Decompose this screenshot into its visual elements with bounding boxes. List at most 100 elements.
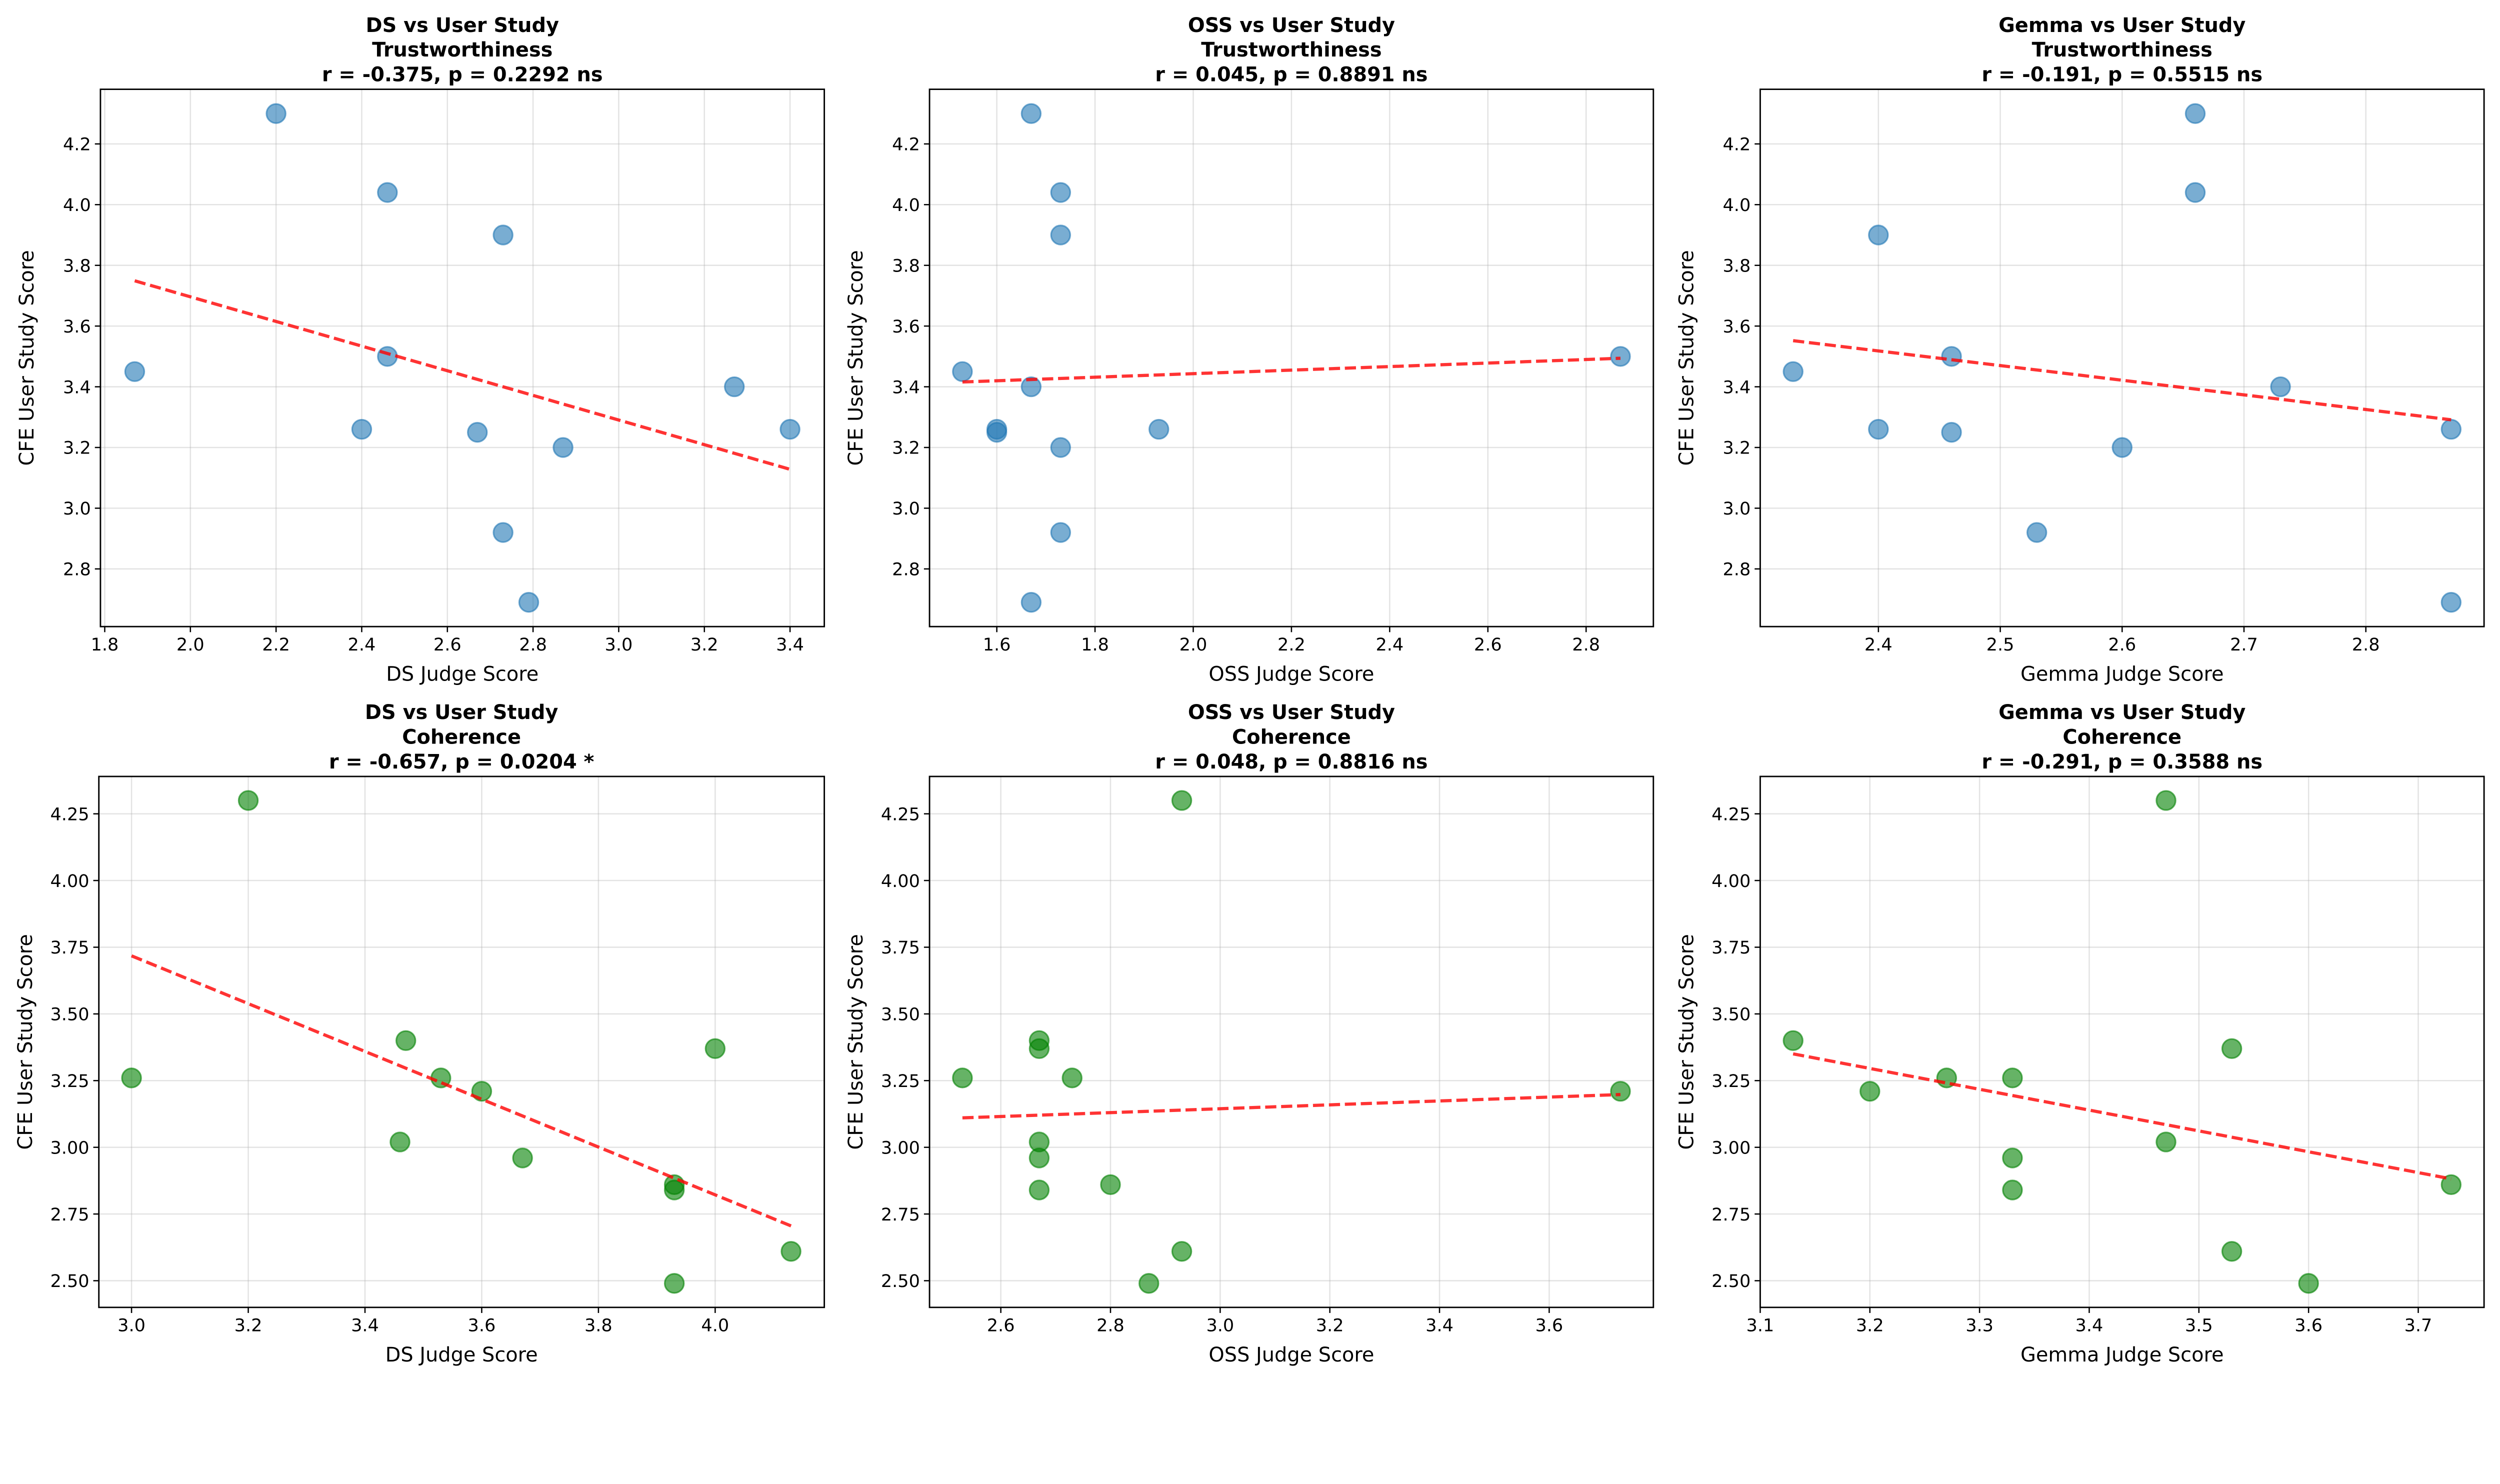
y-tick-label: 3.00 — [50, 1138, 90, 1158]
y-tick-label: 2.75 — [881, 1204, 920, 1225]
subplot-5: 2.6 2.8 3.0 3.2 3.4 3.6 2.50 2.75 3.00 3.25 3.50 3.… — [844, 701, 1654, 1366]
subplot-4: 3.0 3.2 3.4 3.6 3.8 4.0 2.50 2.75 3.00 3.25 3.50 3.… — [14, 701, 826, 1366]
y-tick-label: 3.25 — [881, 1071, 920, 1092]
data-point — [1100, 1174, 1121, 1196]
y-tick-label: 4.0 — [1723, 195, 1751, 216]
y-tick-label: 3.8 — [1723, 256, 1751, 276]
x-tick-label: 3.0 — [1206, 1316, 1234, 1336]
x-tick-label: 3.4 — [351, 1316, 379, 1336]
data-point — [2440, 1174, 2462, 1196]
subplot-title-line: OSS vs User Study — [1188, 701, 1395, 724]
data-point — [1868, 224, 1889, 246]
y-tick-label: 3.6 — [63, 316, 91, 337]
regression-line — [130, 954, 792, 1228]
data-point — [1782, 1030, 1804, 1051]
y-tick-label: 3.4 — [892, 377, 920, 398]
y-tick-label: 2.8 — [63, 560, 91, 580]
figure: 1.8 2.0 2.2 2.4 2.6 2.8 3.0 3.2 3.4 2.8 3.0 3.2 3.4 3… — [14, 14, 2485, 1366]
x-tick-label: 3.7 — [2404, 1316, 2432, 1336]
y-tick-label: 3.75 — [881, 938, 920, 958]
y-tick-label: 4.2 — [1723, 134, 1751, 155]
data-point — [2156, 1132, 2176, 1152]
x-tick-label: 3.5 — [2185, 1316, 2213, 1336]
x-tick-label: 3.4 — [2076, 1316, 2104, 1336]
y-tick-label: 4.00 — [50, 871, 90, 892]
y-tick-label: 3.6 — [892, 316, 920, 337]
subplot-3: 2.4 2.5 2.6 2.7 2.8 2.8 3.0 3.2 3.4 3.6 3.8 4.0 4.2 G… — [1675, 14, 2485, 686]
y-tick-label: 3.0 — [63, 498, 91, 519]
x-tick-label: 3.2 — [1856, 1316, 1884, 1336]
y-axis-label: CFE User Study Score — [844, 250, 868, 466]
regression-line — [1792, 339, 2452, 422]
y-tick-label: 2.50 — [50, 1271, 90, 1292]
x-axis-label: DS Judge Score — [386, 1344, 538, 1366]
data-point — [724, 376, 745, 398]
data-point — [1868, 418, 1889, 440]
x-tick-label: 3.2 — [234, 1316, 262, 1336]
x-tick-label: 1.8 — [91, 634, 119, 655]
data-point — [266, 103, 286, 124]
axes-frame — [928, 776, 1654, 1308]
subplot-title-line: Coherence — [402, 726, 521, 749]
data-point — [121, 1068, 142, 1088]
subplot-title-line: Trustworthiness — [1201, 38, 1382, 62]
x-tick-label: 3.6 — [2294, 1316, 2322, 1336]
subplot-title-line: Coherence — [1232, 726, 1351, 749]
y-axis-label: CFE User Study Score — [1675, 934, 1698, 1150]
y-tick-label: 3.2 — [1723, 438, 1751, 458]
regression-line — [962, 1092, 1621, 1120]
data-point — [2002, 1068, 2023, 1088]
data-point — [2184, 103, 2206, 124]
data-point — [377, 182, 398, 203]
data-point — [664, 1180, 685, 1200]
x-tick-label: 3.2 — [1316, 1316, 1344, 1336]
x-axis-label: OSS Judge Score — [1208, 663, 1374, 686]
y-tick-label: 4.25 — [1712, 804, 1750, 824]
regression-line — [1792, 1052, 2452, 1180]
subplot-title-line: r = -0.657, p = 0.0204 * — [329, 750, 594, 774]
axes-frame — [1759, 776, 2485, 1308]
y-tick-label: 3.4 — [63, 377, 91, 398]
y-tick-label: 3.75 — [50, 938, 90, 958]
data-point — [1610, 1080, 1631, 1102]
x-tick-label: 3.2 — [690, 634, 718, 655]
data-point — [2440, 592, 2462, 613]
regression-line — [134, 279, 790, 471]
x-tick-label: 3.6 — [468, 1316, 496, 1336]
x-tick-label: 1.8 — [1081, 634, 1109, 655]
data-point — [2156, 790, 2176, 811]
data-point — [351, 418, 372, 440]
data-point — [1028, 1180, 1050, 1200]
data-point — [2221, 1241, 2242, 1262]
data-point — [952, 361, 973, 382]
y-tick-label: 4.25 — [881, 804, 920, 824]
y-tick-label: 4.0 — [892, 195, 920, 216]
x-axis-label: DS Judge Score — [386, 663, 538, 686]
data-point — [1860, 1080, 1880, 1102]
subplot-title-line: Trustworthiness — [2032, 38, 2212, 62]
subplot-title-line: r = -0.291, p = 0.3588 ns — [1982, 750, 2262, 774]
y-tick-label: 3.6 — [1723, 316, 1751, 337]
x-tick-label: 2.2 — [1278, 634, 1306, 655]
y-tick-label: 3.00 — [881, 1138, 920, 1158]
data-point — [2221, 1038, 2242, 1059]
y-tick-label: 3.75 — [1712, 938, 1750, 958]
x-tick-label: 3.4 — [1426, 1316, 1454, 1336]
data-point — [395, 1030, 416, 1051]
subplot-title-line: r = 0.048, p = 0.8816 ns — [1155, 750, 1428, 774]
data-point — [1941, 346, 1962, 367]
data-point — [1148, 418, 1170, 440]
x-tick-label: 2.6 — [987, 1316, 1015, 1336]
y-axis-label: CFE User Study Score — [14, 934, 37, 1150]
subplot-title-line: r = -0.191, p = 0.5515 ns — [1982, 64, 2262, 86]
x-tick-label: 2.7 — [2230, 634, 2258, 655]
x-tick-label: 3.0 — [605, 634, 633, 655]
data-point — [377, 346, 398, 367]
data-point — [1941, 422, 1962, 443]
data-point — [512, 1148, 533, 1168]
x-tick-label: 2.8 — [519, 634, 547, 655]
data-point — [1782, 361, 1804, 382]
y-tick-label: 4.00 — [1712, 871, 1750, 892]
x-tick-label: 2.4 — [1864, 634, 1892, 655]
x-tick-label: 2.0 — [1180, 634, 1208, 655]
